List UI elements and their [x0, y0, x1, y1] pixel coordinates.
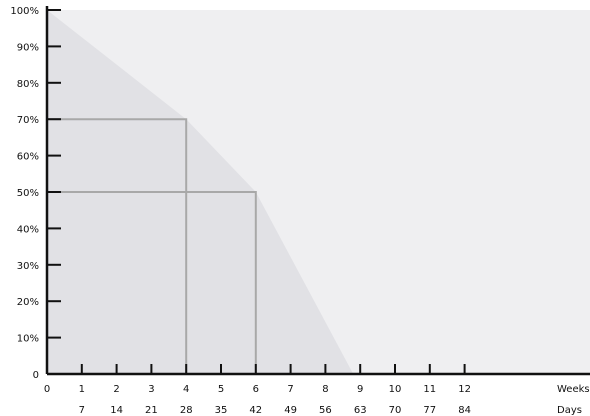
y-tick-label: 90% [17, 42, 39, 53]
week-tick-label: 3 [148, 384, 154, 395]
y-tick-label: 60% [17, 152, 39, 163]
day-tick-label: 56 [319, 405, 332, 416]
day-tick-label: 35 [215, 405, 228, 416]
x-origin-label: 0 [44, 384, 50, 395]
week-tick-label: 6 [253, 384, 259, 395]
y-tick-label: 20% [17, 297, 39, 308]
y-tick-label: 10% [17, 334, 39, 345]
week-tick-label: 8 [322, 384, 328, 395]
day-tick-label: 49 [284, 405, 297, 416]
x-axis-label-days: Days [557, 405, 582, 416]
day-tick-label: 77 [423, 405, 436, 416]
y-tick-label: 40% [17, 224, 39, 235]
x-axis-label-weeks: Weeks [557, 384, 590, 395]
y-tick-label: 30% [17, 261, 39, 272]
week-tick-label: 2 [113, 384, 119, 395]
day-tick-label: 7 [79, 405, 85, 416]
week-tick-label: 9 [357, 384, 363, 395]
day-tick-label: 63 [354, 405, 367, 416]
reference-line-1 [47, 118, 188, 374]
y-tick-label: 70% [17, 115, 39, 126]
week-tick-label: 10 [389, 384, 402, 395]
week-tick-label: 12 [458, 384, 471, 395]
week-tick-label: 1 [79, 384, 85, 395]
day-tick-label: 14 [110, 405, 123, 416]
y-tick-label: 50% [17, 188, 39, 199]
day-tick-label: 70 [389, 405, 402, 416]
day-tick-label: 28 [180, 405, 193, 416]
week-tick-label: 7 [287, 384, 293, 395]
week-tick-label: 5 [218, 384, 224, 395]
y-tick-label: 0 [33, 370, 39, 381]
y-tick-label: 100% [10, 6, 39, 17]
week-tick-label: 4 [183, 384, 189, 395]
reference-line-2 [47, 191, 257, 374]
day-tick-label: 84 [458, 405, 471, 416]
y-tick-label: 80% [17, 79, 39, 90]
week-tick-label: 11 [423, 384, 436, 395]
day-tick-label: 42 [249, 405, 262, 416]
day-tick-label: 21 [145, 405, 158, 416]
